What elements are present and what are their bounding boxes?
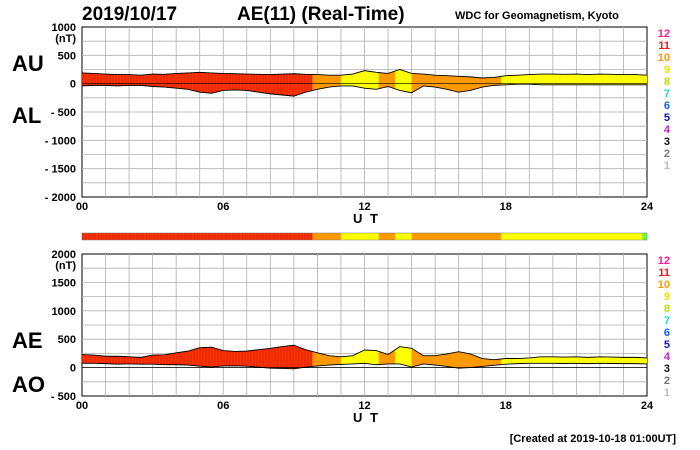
created-timestamp: [Created at 2019-10-18 01:00UT]	[509, 433, 676, 445]
y-tick-label: - 2000	[45, 192, 76, 204]
level-scale-label: 6	[664, 327, 670, 339]
ae-line	[81, 344, 648, 361]
level-scale-label: 6	[664, 100, 670, 112]
activity-segment-yellow	[395, 69, 412, 97]
x-axis-label: U T	[353, 211, 380, 226]
level-scale-label: 8	[664, 303, 670, 315]
level-scale-label: 3	[664, 136, 670, 148]
level-scale-label: 12	[658, 28, 670, 40]
x-tick-label: 24	[641, 201, 654, 213]
y-tick-label: 1000	[52, 306, 76, 318]
x-tick-label: 12	[358, 400, 370, 412]
level-scale-label: 10	[658, 279, 670, 291]
y-tick-label: 2000	[52, 249, 76, 261]
y-tick-label: 500	[58, 50, 76, 62]
x-axis-label: U T	[353, 410, 380, 425]
ao-label: AO	[12, 372, 45, 397]
y-axis-unit: (nT)	[55, 33, 76, 45]
level-scale-label: 12	[658, 255, 670, 267]
status-segment-yellow	[395, 233, 412, 240]
y-tick-label: - 1500	[45, 164, 76, 176]
y-tick-label: 1000	[52, 22, 76, 34]
au-label: AU	[12, 51, 44, 76]
chart-source: WDC for Geomagnetism, Kyoto	[455, 10, 619, 22]
level-scale-label: 7	[664, 315, 670, 327]
level-scale-label: 9	[664, 291, 670, 303]
status-segment-green	[642, 233, 647, 240]
x-tick-label: 00	[76, 400, 88, 412]
al-line	[81, 83, 647, 97]
panel-top	[81, 26, 648, 198]
x-tick-label: 24	[641, 400, 654, 412]
au-line	[81, 69, 648, 79]
status-segment-orange	[378, 233, 396, 240]
level-scale-label: 5	[664, 112, 670, 124]
status-segment-orange	[312, 233, 341, 240]
level-scale-label: 4	[664, 124, 671, 136]
chart-title: AE(11) (Real-Time)	[237, 4, 405, 25]
level-scale-label: 10	[658, 52, 670, 64]
level-scale-label: 1	[664, 160, 670, 172]
y-axis-unit: (nT)	[55, 260, 76, 272]
panel-bottom	[81, 253, 648, 397]
level-scale-label: 1	[664, 387, 670, 399]
ae-label: AE	[12, 328, 43, 353]
x-tick-label: 06	[217, 400, 229, 412]
al-label: AL	[12, 103, 42, 128]
chart-date: 2019/10/17	[82, 4, 178, 25]
level-scale-label: 11	[658, 267, 670, 279]
level-scale-label: 3	[664, 363, 670, 375]
level-scale-label: 11	[658, 40, 670, 52]
x-tick-label: 18	[500, 201, 512, 213]
status-segment-orange	[411, 233, 502, 240]
level-scale-label: 9	[664, 64, 670, 76]
y-tick-label: 1500	[52, 277, 76, 289]
y-tick-label: 0	[70, 363, 76, 375]
y-tick-label: - 500	[51, 391, 76, 403]
status-segment-yellow	[501, 233, 643, 240]
y-tick-label: 500	[58, 334, 76, 346]
ao-line	[82, 362, 648, 370]
y-tick-label: - 1000	[45, 135, 76, 147]
y-tick-label: 0	[70, 79, 76, 91]
level-scale-label: 2	[664, 148, 670, 160]
level-scale-label: 4	[664, 351, 671, 363]
x-tick-label: 18	[500, 400, 512, 412]
status-bar-frame	[81, 232, 648, 241]
x-tick-label: 06	[217, 201, 229, 213]
x-tick-label: 00	[76, 201, 88, 213]
level-scale-label: 8	[664, 76, 670, 88]
x-tick-label: 12	[358, 201, 370, 213]
y-tick-label: - 500	[51, 107, 76, 119]
status-segment-yellow	[340, 233, 379, 240]
level-scale-label: 2	[664, 375, 670, 387]
activity-status-bar	[81, 232, 648, 241]
level-scale-label: 5	[664, 339, 670, 351]
level-scale-label: 7	[664, 88, 670, 100]
activity-segment-yellow	[395, 345, 412, 369]
